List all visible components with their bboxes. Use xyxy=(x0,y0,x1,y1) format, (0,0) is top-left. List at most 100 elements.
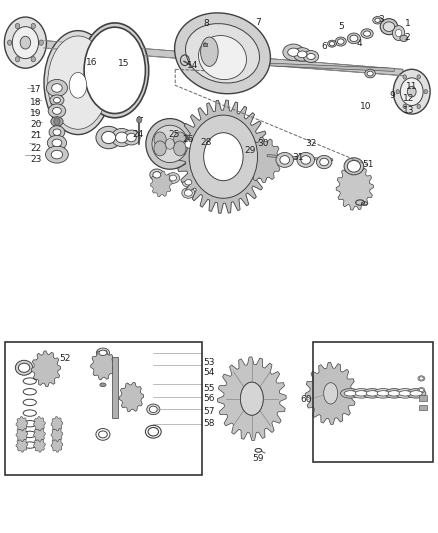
Text: 23: 23 xyxy=(30,156,42,164)
Ellipse shape xyxy=(96,126,121,149)
Text: 57: 57 xyxy=(204,407,215,416)
Ellipse shape xyxy=(410,391,422,396)
Ellipse shape xyxy=(418,387,425,393)
Polygon shape xyxy=(16,427,28,441)
Ellipse shape xyxy=(380,19,398,35)
Circle shape xyxy=(39,40,43,45)
Ellipse shape xyxy=(99,431,107,438)
Ellipse shape xyxy=(301,156,311,164)
Circle shape xyxy=(7,40,12,45)
Ellipse shape xyxy=(198,36,247,79)
Ellipse shape xyxy=(367,71,373,76)
Circle shape xyxy=(396,29,402,37)
Circle shape xyxy=(166,139,174,149)
Ellipse shape xyxy=(235,375,268,422)
Polygon shape xyxy=(31,351,61,387)
Ellipse shape xyxy=(148,427,159,436)
Ellipse shape xyxy=(100,383,106,387)
Text: 51: 51 xyxy=(362,160,374,168)
Ellipse shape xyxy=(280,156,290,164)
Ellipse shape xyxy=(50,95,64,106)
Circle shape xyxy=(54,118,60,125)
Polygon shape xyxy=(44,41,403,76)
Ellipse shape xyxy=(69,72,87,98)
Ellipse shape xyxy=(293,47,311,61)
Text: 29: 29 xyxy=(245,146,256,155)
Bar xyxy=(419,395,427,401)
Polygon shape xyxy=(91,350,115,380)
Ellipse shape xyxy=(373,389,393,398)
Text: 53: 53 xyxy=(204,358,215,367)
Text: 4: 4 xyxy=(357,39,362,48)
Polygon shape xyxy=(16,417,28,431)
Text: 20: 20 xyxy=(30,120,42,129)
Circle shape xyxy=(392,26,405,41)
Ellipse shape xyxy=(184,190,192,196)
Text: 31: 31 xyxy=(292,153,304,161)
Ellipse shape xyxy=(297,51,307,58)
Ellipse shape xyxy=(240,382,263,415)
Polygon shape xyxy=(119,382,144,412)
Circle shape xyxy=(154,132,166,147)
Ellipse shape xyxy=(185,180,192,185)
Circle shape xyxy=(407,86,416,97)
Text: 11: 11 xyxy=(406,82,417,91)
Ellipse shape xyxy=(102,132,116,144)
Text: 19: 19 xyxy=(30,109,42,118)
Polygon shape xyxy=(51,438,63,452)
Ellipse shape xyxy=(127,133,136,142)
Ellipse shape xyxy=(182,177,194,187)
Text: 7: 7 xyxy=(255,18,261,27)
Ellipse shape xyxy=(170,175,177,181)
Polygon shape xyxy=(51,417,63,431)
Circle shape xyxy=(12,27,39,59)
Ellipse shape xyxy=(388,391,400,396)
Ellipse shape xyxy=(149,406,157,413)
Ellipse shape xyxy=(419,377,424,380)
Polygon shape xyxy=(150,171,172,197)
Ellipse shape xyxy=(46,79,67,96)
Ellipse shape xyxy=(384,389,404,398)
Ellipse shape xyxy=(46,146,68,163)
Ellipse shape xyxy=(111,128,132,147)
Ellipse shape xyxy=(146,119,194,169)
Text: 22: 22 xyxy=(30,144,42,152)
Ellipse shape xyxy=(375,18,380,22)
Ellipse shape xyxy=(18,364,30,372)
Ellipse shape xyxy=(49,126,65,139)
Circle shape xyxy=(20,36,31,49)
Text: 1: 1 xyxy=(404,20,410,28)
Ellipse shape xyxy=(303,51,319,62)
Ellipse shape xyxy=(182,188,195,198)
Text: 10: 10 xyxy=(360,102,371,111)
Ellipse shape xyxy=(48,104,66,118)
Ellipse shape xyxy=(175,13,270,94)
Ellipse shape xyxy=(347,33,360,44)
Circle shape xyxy=(403,104,406,109)
Ellipse shape xyxy=(395,389,415,398)
Ellipse shape xyxy=(51,150,63,159)
Bar xyxy=(5,342,202,475)
Ellipse shape xyxy=(350,35,358,42)
Text: 2: 2 xyxy=(405,33,410,42)
Ellipse shape xyxy=(344,391,357,396)
Circle shape xyxy=(174,132,186,147)
Ellipse shape xyxy=(153,172,161,178)
Ellipse shape xyxy=(355,391,367,396)
Text: 18: 18 xyxy=(30,98,42,107)
Circle shape xyxy=(417,104,420,109)
Polygon shape xyxy=(336,165,374,210)
Circle shape xyxy=(189,115,258,198)
Ellipse shape xyxy=(53,108,61,115)
Ellipse shape xyxy=(337,39,344,44)
Text: 6: 6 xyxy=(321,43,327,51)
Ellipse shape xyxy=(361,29,373,38)
Polygon shape xyxy=(244,137,282,183)
Ellipse shape xyxy=(81,23,148,118)
Ellipse shape xyxy=(320,158,328,166)
Text: 28: 28 xyxy=(200,139,212,147)
Text: 16: 16 xyxy=(86,59,98,67)
Circle shape xyxy=(137,117,142,123)
Ellipse shape xyxy=(297,152,314,167)
Circle shape xyxy=(424,90,427,94)
